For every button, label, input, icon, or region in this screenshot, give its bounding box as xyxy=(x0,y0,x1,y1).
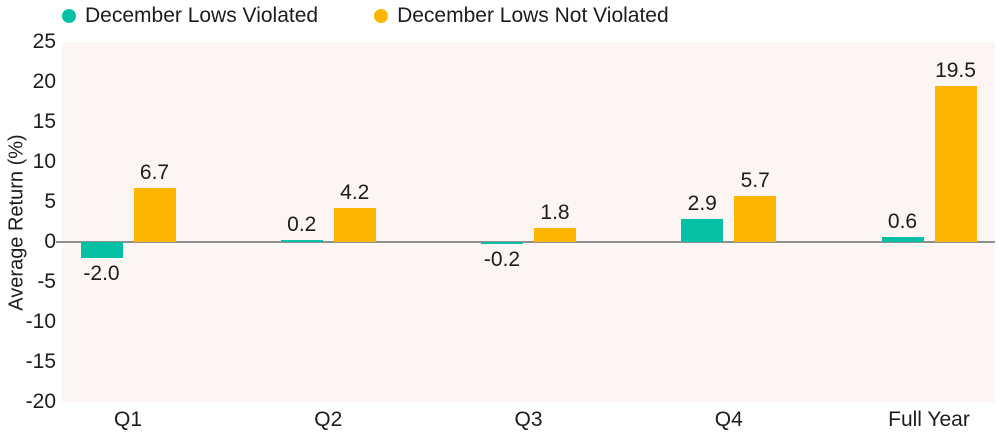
x-axis-tick-labels: Q1 Q2 Q3 Q4 Full Year xyxy=(62,408,995,438)
legend-swatch-circle-icon xyxy=(374,8,389,23)
y-tick-label: -10 xyxy=(25,310,56,333)
y-tick-label: -15 xyxy=(25,350,56,373)
y-tick-label: 25 xyxy=(32,30,56,53)
x-tick-label: Full Year xyxy=(888,408,970,431)
bar xyxy=(934,86,977,242)
legend-swatch-circle-icon xyxy=(62,8,76,23)
bar-value-label: 2.9 xyxy=(687,191,717,215)
y-tick-label: 5 xyxy=(44,190,56,213)
x-tick-label: Q3 xyxy=(514,408,543,431)
bar xyxy=(80,242,123,258)
bar-value-label: 4.2 xyxy=(340,181,370,205)
bar-value-label: 19.5 xyxy=(935,59,976,82)
y-tick-label: -20 xyxy=(25,390,56,413)
y-axis-tick-labels: 25 20 15 10 5 0 -5 -10 -15 -20 xyxy=(0,30,56,413)
y-tick-label: 20 xyxy=(32,70,56,93)
legend-item: December Lows Not Violated xyxy=(374,5,669,26)
legend-label: December Lows Not Violated xyxy=(397,4,669,27)
legend: December Lows Violated December Lows Not … xyxy=(62,5,669,26)
bar-value-label: 6.7 xyxy=(139,161,170,185)
y-tick-label: 15 xyxy=(32,110,56,133)
bar xyxy=(534,227,576,242)
bar xyxy=(133,188,176,242)
legend-label: December Lows Violated xyxy=(85,4,319,27)
x-tick-label: Q1 xyxy=(113,408,142,431)
y-tick-label: 0 xyxy=(44,230,56,253)
y-tick-label: -5 xyxy=(37,270,56,293)
zero-axis-line xyxy=(56,241,995,243)
bar xyxy=(481,242,523,244)
plot-area: -2.0 6.7 0.2 4.2 -0.2 1.8 2.9 5.7 0.6 19.5 xyxy=(56,42,995,402)
y-tick-label: 10 xyxy=(32,150,56,173)
bar-value-label: -0.2 xyxy=(483,248,521,271)
bar-value-label: 5.7 xyxy=(740,169,770,193)
bar xyxy=(280,240,323,242)
bar-value-label: 0.2 xyxy=(287,213,317,236)
x-tick-label: Q2 xyxy=(314,408,343,431)
bar-value-label: -2.0 xyxy=(83,262,120,285)
bar xyxy=(333,208,376,242)
x-tick-label: Q4 xyxy=(714,408,743,431)
bar xyxy=(681,218,724,242)
bar-value-label: 0.6 xyxy=(887,210,918,234)
bar-value-label: 1.8 xyxy=(540,200,570,224)
legend-item: December Lows Violated xyxy=(62,5,318,26)
bar xyxy=(881,237,924,242)
bar xyxy=(734,196,777,242)
